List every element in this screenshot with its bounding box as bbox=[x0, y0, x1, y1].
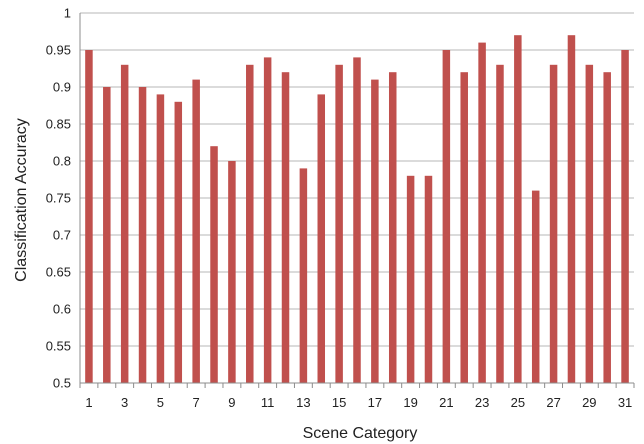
y-tick-label: 0.7 bbox=[53, 228, 71, 243]
bar-category-25 bbox=[514, 35, 522, 383]
x-tick-label: 27 bbox=[546, 395, 560, 410]
y-tick-label: 0.9 bbox=[53, 80, 71, 95]
y-tick-label: 0.85 bbox=[46, 117, 71, 132]
x-tick-label: 3 bbox=[121, 395, 128, 410]
y-tick-label: 0.8 bbox=[53, 154, 71, 169]
bar-category-31 bbox=[621, 50, 629, 383]
y-tick-label: 0.6 bbox=[53, 302, 71, 317]
bar-category-13 bbox=[299, 168, 308, 383]
x-tick-label: 7 bbox=[193, 395, 200, 410]
x-tick-label: 25 bbox=[511, 395, 525, 410]
y-tick-label: 0.55 bbox=[46, 339, 71, 354]
x-tick-label: 23 bbox=[475, 395, 489, 410]
bar-category-17 bbox=[371, 79, 379, 383]
y-tick-label: 0.95 bbox=[46, 43, 71, 58]
bar-category-6 bbox=[174, 101, 183, 384]
bar-category-21 bbox=[442, 50, 451, 383]
x-tick-label: 5 bbox=[157, 395, 164, 410]
bar-category-8 bbox=[210, 146, 218, 383]
x-tick-label: 13 bbox=[296, 395, 310, 410]
x-tick-label: 11 bbox=[261, 395, 275, 410]
y-tick-labels: 0.5 0.55 0.6 0.65 0.7 0.75 0.8 0.85 0.9 0.95 1 bbox=[46, 6, 71, 391]
bar-category-5 bbox=[156, 94, 165, 384]
bar-category-9 bbox=[228, 161, 236, 383]
bar-category-26 bbox=[531, 190, 540, 383]
x-tick-label: 21 bbox=[439, 395, 453, 410]
bar-category-11 bbox=[263, 57, 272, 384]
bar-category-29 bbox=[585, 64, 594, 384]
bar-category-4 bbox=[138, 87, 147, 383]
bar-category-30 bbox=[603, 72, 611, 383]
x-tick-label: 31 bbox=[618, 395, 632, 410]
bars bbox=[85, 35, 629, 384]
y-tick-label: 1 bbox=[64, 6, 71, 21]
x-tick-label: 1 bbox=[85, 395, 92, 410]
bar-category-2 bbox=[103, 87, 111, 383]
bar-category-10 bbox=[246, 64, 254, 384]
bar-category-12 bbox=[281, 72, 290, 383]
y-tick-label: 0.5 bbox=[53, 376, 71, 391]
bar-category-1 bbox=[85, 50, 93, 383]
x-tick-label: 29 bbox=[582, 395, 596, 410]
bar-category-16 bbox=[353, 57, 361, 384]
bar-category-15 bbox=[335, 64, 343, 384]
x-axis-title: Scene Category bbox=[303, 425, 418, 442]
bar-category-18 bbox=[388, 72, 397, 383]
bar-category-3 bbox=[120, 64, 129, 384]
bar-category-28 bbox=[567, 35, 576, 383]
bar-category-27 bbox=[549, 64, 558, 384]
bar-category-7 bbox=[192, 79, 200, 383]
y-tick-label: 0.75 bbox=[46, 191, 71, 206]
x-tick-label: 15 bbox=[332, 395, 346, 410]
bar-category-24 bbox=[496, 64, 504, 384]
y-axis-title: Classification Accuracy bbox=[13, 118, 30, 282]
bar-category-19 bbox=[406, 175, 415, 383]
x-tick-label: 9 bbox=[228, 395, 235, 410]
bar-category-20 bbox=[424, 175, 433, 383]
bar-category-14 bbox=[317, 94, 326, 384]
y-tick-label: 0.65 bbox=[46, 265, 71, 280]
x-tick-labels: 1 3 5 7 9 11 13 15 17 19 21 23 25 27 29 31 bbox=[85, 395, 632, 410]
x-tick-label: 17 bbox=[368, 395, 382, 410]
axes bbox=[79, 13, 635, 388]
bar-category-23 bbox=[478, 42, 486, 383]
bar-category-22 bbox=[460, 72, 468, 383]
x-tick-label: 19 bbox=[403, 395, 417, 410]
